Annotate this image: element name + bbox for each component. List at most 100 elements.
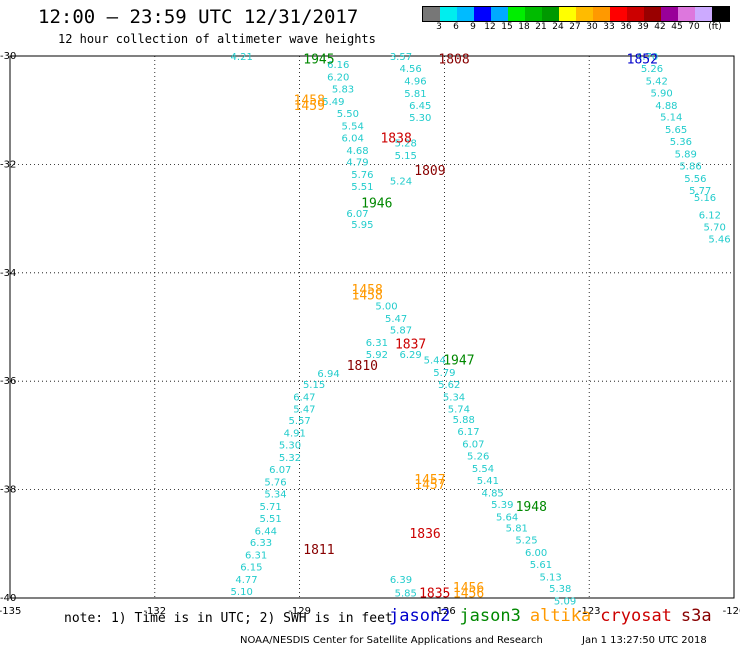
x-tick-label: -126 [433, 606, 456, 617]
colorbar-swatch [610, 7, 627, 21]
y-tick-label: -40 [0, 593, 16, 604]
swh-value: 5.83 [332, 85, 354, 96]
swh-value: 5.26 [467, 451, 489, 462]
pass-time-label: 1835 [419, 587, 450, 602]
swh-value: 6.39 [390, 575, 412, 586]
footer-credit: NOAA/NESDIS Center for Satellite Applica… [240, 635, 543, 646]
swh-value: 5.39 [491, 500, 513, 511]
colorbar-swatch [491, 7, 508, 21]
swh-value: 5.89 [675, 150, 697, 161]
swh-value: 5.81 [404, 89, 426, 100]
swh-value: 4.21 [231, 52, 253, 63]
legend-jason2: jason2 [389, 606, 451, 626]
swh-value: 5.42 [646, 76, 668, 87]
colorbar-swatch [644, 7, 661, 21]
colorbar-label: 42 [654, 22, 666, 32]
swh-value: 6.12 [699, 210, 721, 221]
swh-value: 5.86 [679, 161, 701, 172]
pass-time-label: 1810 [347, 359, 378, 374]
colorbar-label: 70 [688, 22, 700, 32]
x-tick-label: -135 [0, 606, 21, 617]
swh-value: 5.61 [530, 560, 552, 571]
swh-value: 5.77 [689, 186, 711, 197]
swh-value: 4.88 [655, 101, 677, 112]
swh-value: 6.07 [269, 465, 291, 476]
y-tick-label: -34 [0, 268, 16, 279]
colorbar-swatch [525, 7, 542, 21]
pass-time-label: 1809 [414, 164, 445, 179]
colorbar-labels: 3 6 9 12 15 18 21 24 27 30 33 36 39 42 45 70 (ft) [422, 22, 740, 34]
swh-value: 6.45 [409, 101, 431, 112]
pass-time-label: 1837 [395, 337, 426, 352]
colorbar-label: 18 [518, 22, 530, 32]
pass-time-label: 1459 [294, 99, 325, 114]
colorbar-label: 21 [535, 22, 547, 32]
swh-value: 6.29 [399, 350, 421, 361]
swh-value: 5.47 [385, 314, 407, 325]
colorbar-swatch [661, 7, 678, 21]
colorbar-swatch [508, 7, 525, 21]
swh-value: 5.32 [279, 453, 301, 464]
swh-value: 5.15 [395, 151, 417, 162]
pass-time-label: 1456 [453, 581, 484, 596]
y-tick-label: -36 [0, 376, 16, 387]
colorbar-label: 27 [569, 22, 581, 32]
legend-altika: altika [529, 606, 592, 626]
swh-value: 5.15 [303, 380, 325, 391]
pass-time-label: 1852 [627, 53, 658, 68]
pass-time-label: 1808 [438, 53, 469, 68]
pass-time-label: 1458 [352, 288, 383, 303]
map-frame [9, 55, 735, 599]
colorbar-label: 36 [620, 22, 632, 32]
swh-value: 6.00 [525, 548, 547, 559]
swh-value: 5.30 [409, 113, 431, 124]
swh-value: 5.76 [351, 170, 373, 181]
swh-value: 5.51 [351, 182, 373, 193]
swh-value: 5.28 [395, 139, 417, 150]
swh-value: 5.74 [448, 404, 470, 415]
pass-time-label: 1836 [409, 527, 440, 542]
swh-value: 5.81 [506, 524, 528, 535]
legend-jason3: jason3 [459, 606, 521, 626]
swh-value: 5.24 [390, 177, 412, 188]
swh-value: 5.90 [650, 88, 672, 99]
swh-value: 4.79 [346, 158, 368, 169]
pass-time-label: 1811 [303, 543, 334, 558]
y-tick-label: -30 [0, 51, 16, 62]
colorbar-label: 6 [453, 22, 459, 32]
swh-value: 5.30 [279, 441, 301, 452]
swh-value: 5.47 [293, 404, 315, 415]
swh-value: 5.64 [496, 513, 518, 524]
x-tick-label: -123 [578, 606, 601, 617]
swh-value: 5.51 [260, 514, 282, 525]
swh-value: 6.44 [255, 526, 277, 537]
swh-value: 5.85 [395, 589, 417, 600]
swh-value: 5.36 [670, 137, 692, 148]
swh-value: 5.26 [641, 64, 663, 75]
swh-value: 6.04 [342, 133, 364, 144]
y-tick-label: -38 [0, 485, 16, 496]
swh-value: 5.10 [231, 587, 253, 598]
swh-value: 4.85 [482, 488, 504, 499]
swh-value: 4.68 [346, 146, 368, 157]
swh-value: 5.16 [694, 193, 716, 204]
swh-value: 5.34 [264, 489, 286, 500]
swh-value: 6.07 [462, 440, 484, 451]
swh-value: 4.70 [636, 52, 658, 63]
colorbar-label: 45 [671, 22, 683, 32]
swh-value: 5.92 [366, 350, 388, 361]
swh-value: 5.54 [472, 464, 494, 475]
colorbar-swatch [593, 7, 610, 21]
swh-value: 6.94 [317, 369, 339, 380]
swh-value: 4.56 [399, 64, 421, 75]
units-note: note: 1) Time is in UTC; 2) SWH is in fe… [64, 611, 393, 626]
swh-value: 5.70 [704, 223, 726, 234]
swh-value: 5.57 [288, 416, 310, 427]
colorbar-swatch [559, 7, 576, 21]
legend-s3a: s3a [680, 606, 712, 626]
pass-time-label: 1838 [380, 131, 411, 146]
swh-value: 6.47 [293, 392, 315, 403]
pass-time-label: 1947 [443, 354, 474, 369]
colorbar-swatch [576, 7, 593, 21]
legend-cryosat: cryosat [600, 606, 672, 626]
